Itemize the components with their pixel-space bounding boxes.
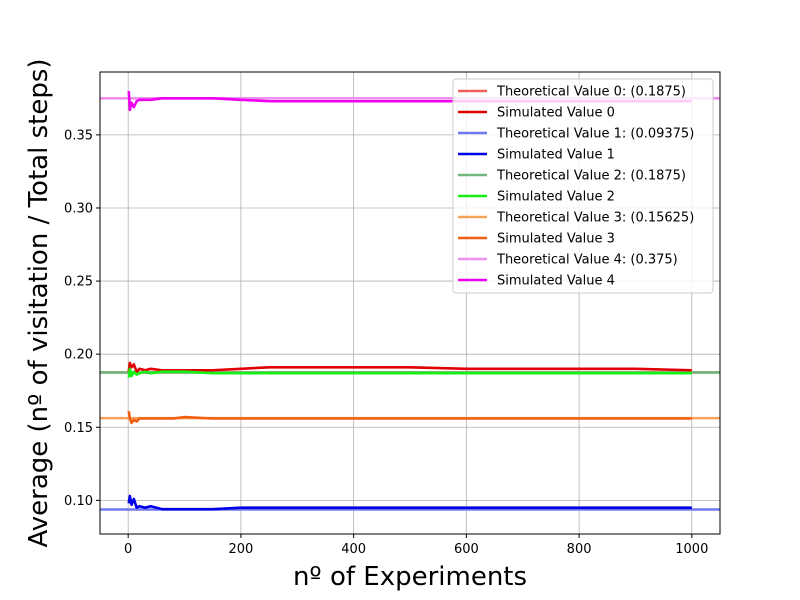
legend-entry: Theoretical Value 1: (0.09375): [496, 127, 694, 142]
legend-entry: Theoretical Value 0: (0.1875): [496, 85, 686, 100]
y-tick-label: 0.35: [64, 128, 93, 143]
x-axis-title: nº of Experiments: [293, 562, 527, 592]
simulated-series-3: [127, 410, 692, 425]
x-tick-label: 800: [567, 542, 592, 557]
y-axis-ticks: 0.10 0.15 0.20 0.25 0.30 0.35: [64, 128, 100, 509]
legend-box: [452, 78, 714, 294]
x-tick-label: 1000: [675, 542, 708, 557]
simulated-series-1: [127, 494, 692, 511]
legend-entry: Simulated Value 2: [497, 190, 615, 205]
legend-entry: Simulated Value 4: [497, 274, 615, 289]
y-tick-label: 0.10: [64, 494, 93, 509]
simulated-series-2: [127, 367, 692, 378]
legend-entry: Simulated Value 0: [497, 106, 615, 121]
y-tick-label: 0.15: [64, 421, 93, 436]
simulated-series-0: [127, 361, 692, 374]
legend-entry: Theoretical Value 2: (0.1875): [496, 169, 686, 184]
x-axis-ticks: 0 200 400 600 800 1000: [124, 534, 708, 557]
x-tick-label: 0: [124, 542, 132, 557]
legend-entry: Simulated Value 3: [497, 232, 615, 247]
y-tick-label: 0.25: [64, 275, 93, 290]
legend-entry: Theoretical Value 4: (0.375): [496, 253, 678, 268]
legend: Theoretical Value 0: (0.1875) Simulated V…: [452, 78, 714, 294]
y-tick-label: 0.20: [64, 348, 93, 363]
legend-entry: Theoretical Value 3: (0.15625): [496, 211, 694, 226]
legend-entry: Simulated Value 1: [497, 148, 615, 163]
y-tick-label: 0.30: [64, 201, 93, 216]
y-axis-title: Average (nº of visitation / Total steps): [24, 58, 54, 547]
x-tick-label: 600: [454, 542, 479, 557]
x-tick-label: 400: [341, 542, 366, 557]
plot-frame: [99, 71, 721, 535]
x-tick-label: 200: [228, 542, 253, 557]
